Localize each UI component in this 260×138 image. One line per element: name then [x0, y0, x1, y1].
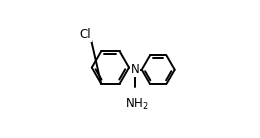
Text: Cl: Cl: [79, 28, 91, 41]
Text: N: N: [131, 63, 139, 76]
Text: NH$_2$: NH$_2$: [125, 97, 149, 112]
